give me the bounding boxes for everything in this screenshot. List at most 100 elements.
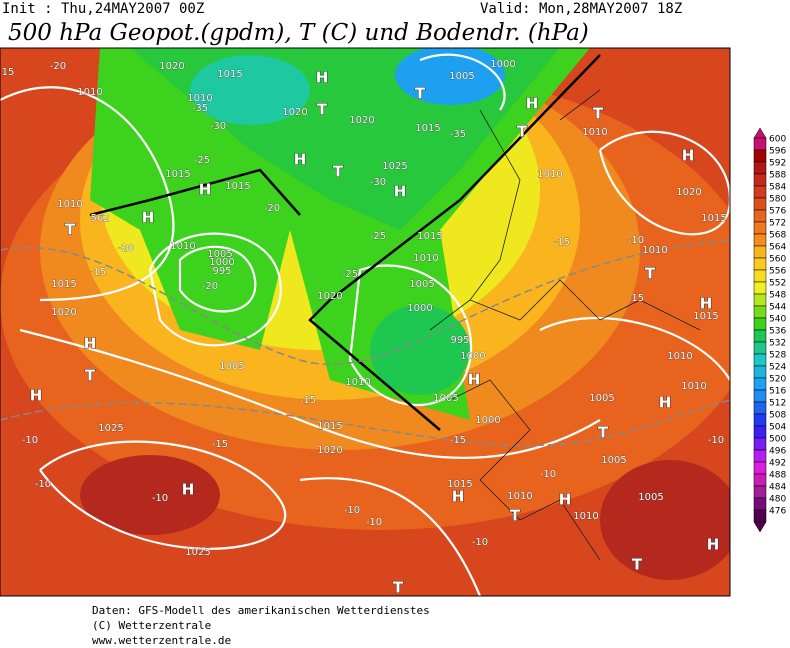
colorbar-label: 560 bbox=[769, 255, 786, 265]
contour-label: 995 bbox=[450, 335, 469, 346]
contour-label: 1020 bbox=[349, 115, 374, 126]
contour-label: 1010 bbox=[681, 381, 706, 392]
colorbar-label: 536 bbox=[769, 327, 786, 337]
isobar bbox=[0, 86, 175, 302]
contour-label: 1000 bbox=[209, 257, 234, 268]
colorbar-end bbox=[753, 521, 767, 533]
colorbar-swatch bbox=[753, 245, 767, 259]
colorbar-swatch bbox=[753, 473, 767, 487]
colorbar-swatch bbox=[753, 257, 767, 271]
pressure-center: H bbox=[700, 295, 713, 313]
colorbar-swatch bbox=[753, 353, 767, 367]
colorbar-label: 576 bbox=[769, 207, 786, 217]
contour-label: 1015 bbox=[415, 123, 440, 134]
contour-label: -30 bbox=[210, 121, 226, 132]
pressure-center: T bbox=[333, 163, 344, 181]
contour-label: -10 bbox=[35, 479, 51, 490]
colorbar-swatch bbox=[753, 317, 767, 331]
contour-label: 1025 bbox=[382, 161, 407, 172]
colorbar-swatch bbox=[753, 485, 767, 499]
contour-label: 1020 bbox=[317, 291, 342, 302]
contour-label: 1015 bbox=[317, 421, 342, 432]
colorbar-label: 568 bbox=[769, 231, 786, 241]
isobar bbox=[348, 264, 473, 406]
contour-label: -30 bbox=[370, 177, 386, 188]
contour-label: -10 bbox=[708, 435, 724, 446]
contour-label: 1010 bbox=[57, 199, 82, 210]
title: 500 hPa Geopot.(gpdm), T (C) und Bodendr… bbox=[8, 20, 589, 46]
pressure-center: T bbox=[632, 556, 643, 574]
colorbar-swatch bbox=[753, 209, 767, 223]
colorbar-label: 516 bbox=[769, 387, 786, 397]
colorbar-label: 556 bbox=[769, 267, 786, 277]
map-frame bbox=[0, 47, 731, 597]
contour-label: -10 bbox=[472, 537, 488, 548]
contour-label: -10 bbox=[540, 469, 556, 480]
colorbar-label: 512 bbox=[769, 399, 786, 409]
contour-label: 1000 bbox=[475, 415, 500, 426]
contour-label: 1010 bbox=[77, 87, 102, 98]
contour-label: 1015 bbox=[417, 231, 442, 242]
colorbar-swatch bbox=[753, 137, 767, 151]
contour-label: -20 bbox=[50, 61, 66, 72]
pressure-center: H bbox=[394, 183, 407, 201]
colorbar: 600 596 592 588 584 580 576 572 568 564 560 556 552 5… bbox=[753, 127, 786, 533]
colorbar-swatch bbox=[753, 293, 767, 307]
colorbar-label: 544 bbox=[769, 303, 786, 313]
contour-552 bbox=[89, 54, 601, 431]
colorbar-label: 596 bbox=[769, 147, 786, 157]
isobar bbox=[178, 245, 257, 313]
colorbar-swatch bbox=[753, 449, 767, 463]
contour-label: 1000 bbox=[407, 303, 432, 314]
contour-label: 1010 bbox=[507, 491, 532, 502]
contour-label: -15 bbox=[554, 237, 570, 248]
contour-label: 1015 bbox=[225, 181, 250, 192]
colorbar-swatch bbox=[753, 149, 767, 163]
contour-label: 995 bbox=[212, 266, 231, 277]
isobar bbox=[539, 317, 730, 381]
colorbar-swatch bbox=[753, 377, 767, 391]
zone bbox=[80, 455, 220, 535]
colorbar-swatch bbox=[753, 161, 767, 175]
contour-label: 1015 bbox=[447, 479, 472, 490]
pressure-center: H bbox=[199, 181, 212, 199]
colorbar-swatch bbox=[753, 305, 767, 319]
pressure-center: T bbox=[593, 105, 604, 123]
pressure-center: H bbox=[707, 536, 720, 554]
pressure-center: T bbox=[85, 367, 96, 385]
footer-line: (C) Wetterzentrale bbox=[92, 619, 211, 632]
contour-label: 1010 bbox=[170, 241, 195, 252]
contour-label: 1005 bbox=[589, 393, 614, 404]
colorbar-swatch bbox=[753, 413, 767, 427]
colorbar-swatch bbox=[753, 269, 767, 283]
contour-label: 1010 bbox=[187, 93, 212, 104]
colorbar-label: 476 bbox=[769, 507, 786, 517]
colorbar-swatch bbox=[753, 401, 767, 415]
contour-label: 1005 bbox=[207, 249, 232, 260]
colorbar-swatch bbox=[753, 341, 767, 355]
isobar bbox=[299, 477, 482, 596]
pressure-center: H bbox=[30, 387, 43, 405]
zone bbox=[600, 460, 730, 580]
colorbar-label: 588 bbox=[769, 171, 786, 181]
colorbar-swatch bbox=[753, 173, 767, 187]
pressure-center: T bbox=[645, 265, 656, 283]
contour-label: 15 bbox=[2, 67, 15, 78]
isobar bbox=[419, 53, 506, 111]
colorbar-swatch bbox=[753, 461, 767, 475]
colorbar-swatch bbox=[753, 437, 767, 451]
colorbar-label: 592 bbox=[769, 159, 786, 169]
colorbar-label: 548 bbox=[769, 291, 786, 301]
contour-label: 1005 bbox=[638, 492, 663, 503]
contour-label: 1025 bbox=[98, 423, 123, 434]
pressure-center: H bbox=[659, 394, 672, 412]
contour-label: -15 bbox=[300, 395, 316, 406]
contour-label: 1020 bbox=[676, 187, 701, 198]
valid-time: Valid: Mon,28MAY2007 18Z bbox=[480, 1, 682, 17]
coastline bbox=[429, 89, 701, 561]
colorbar-label: 496 bbox=[769, 447, 786, 457]
contour-label: 1005 bbox=[409, 279, 434, 290]
pressure-center: H bbox=[559, 491, 572, 509]
contour-label: 1010 bbox=[537, 169, 562, 180]
